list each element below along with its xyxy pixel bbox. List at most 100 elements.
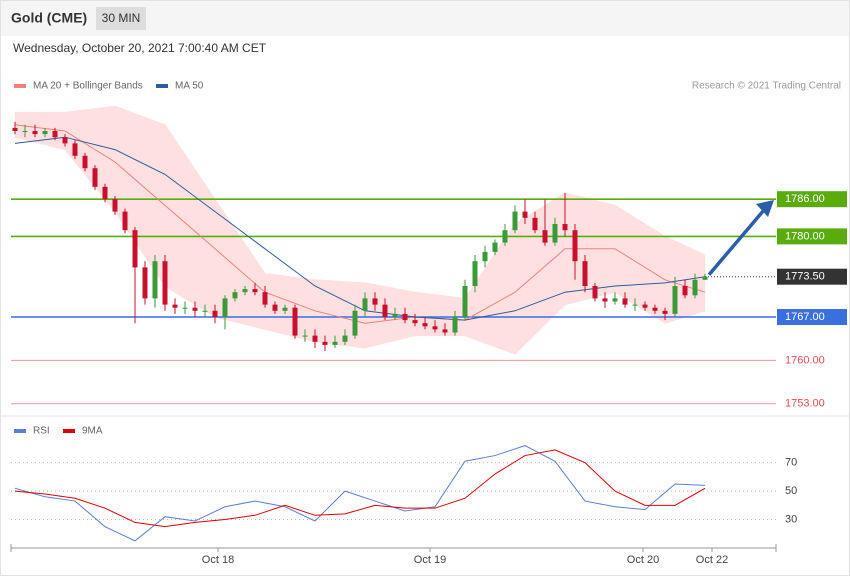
level-label: 1780.00 [785, 230, 825, 242]
x-tick-label: Oct 19 [414, 554, 446, 566]
candle-body [702, 276, 708, 280]
candle-body [662, 310, 668, 314]
y-tick-label: 30 [785, 513, 797, 525]
candle-body [412, 320, 418, 324]
moving-average [14, 124, 706, 324]
candle-body [222, 298, 228, 317]
candle-body [432, 326, 438, 330]
x-tick-label: Oct 22 [696, 554, 728, 566]
candle-body [22, 131, 28, 132]
candle-body [92, 168, 98, 187]
candle-body [202, 310, 208, 312]
rsi-line [14, 449, 706, 528]
candle-body [342, 335, 348, 342]
legend-label: MA 50 [175, 81, 204, 92]
level-label: 1753.00 [785, 398, 825, 410]
candle-body [32, 131, 38, 135]
candle-body [52, 131, 58, 138]
candle-body [102, 186, 108, 200]
level-label: 1786.00 [785, 193, 825, 205]
level-label: 1760.00 [785, 354, 825, 366]
candle-body [232, 292, 238, 299]
candle-body [482, 251, 488, 262]
candle-body [442, 329, 448, 333]
x-tick-label: Oct 18 [202, 554, 234, 566]
level-label: 1767.00 [785, 311, 825, 323]
legend-swatch [156, 84, 168, 88]
candle-body [172, 304, 178, 308]
legend-swatch [14, 429, 26, 433]
bollinger-upper [15, 105, 706, 299]
candle-body [472, 261, 478, 286]
candle-body [622, 298, 628, 305]
date: Wednesday, October 20, 2021 7:00:40 AM C… [13, 41, 267, 55]
legend-label: MA 20 + Bollinger Bands [33, 81, 143, 92]
candle-body [522, 211, 528, 218]
candle-body [652, 307, 658, 311]
level-box [777, 228, 847, 245]
candle-body [542, 230, 548, 243]
candle-body [332, 341, 338, 345]
candle-body [572, 230, 578, 262]
chart-title: Gold (CME) [11, 10, 87, 26]
candle-body [72, 143, 78, 156]
x-tick-label: Oct 20 [627, 554, 659, 566]
candle-body [282, 307, 288, 311]
candle-body [392, 313, 398, 317]
candle-body [262, 292, 268, 305]
candle-body [122, 211, 128, 231]
candle-body [142, 267, 148, 299]
candle-body [692, 279, 698, 296]
y-tick-label: 70 [785, 457, 797, 469]
candle-body [292, 307, 298, 336]
candle-body [602, 298, 608, 302]
candle-body [162, 261, 168, 305]
candle-body [62, 137, 68, 144]
interval-box[interactable] [96, 7, 146, 30]
legend-swatch [14, 84, 26, 88]
candle-body [422, 323, 428, 327]
candle-body [642, 304, 648, 308]
candle-body [302, 335, 308, 337]
candle-body [112, 199, 118, 212]
candle-body [192, 307, 198, 311]
candle-body [362, 298, 368, 311]
credit: Research © 2021 Trading Central [692, 81, 841, 92]
candle-body [132, 230, 138, 268]
y-tick-label: 50 [785, 485, 797, 497]
candle-body [402, 313, 408, 321]
candle-body [452, 317, 458, 333]
candle-body [212, 310, 218, 317]
candle-body [532, 217, 538, 231]
candle-body [242, 289, 248, 293]
candle-body [682, 286, 688, 296]
candle-body [592, 286, 598, 299]
forecast-arrowhead [756, 200, 774, 217]
candle-body [372, 298, 378, 305]
candle-body [462, 286, 468, 317]
candle-body [512, 211, 518, 231]
legend-label: RSI [33, 426, 50, 437]
level-box [777, 309, 847, 325]
candle-body [182, 307, 188, 309]
legend-swatch [63, 429, 75, 433]
candle-body [562, 224, 568, 231]
candle-body [502, 230, 508, 243]
candle-body [352, 310, 358, 336]
level-box [777, 191, 847, 208]
last-price-box [777, 268, 847, 285]
candle-body [632, 304, 638, 306]
candle-body [82, 155, 88, 169]
candle-body [672, 286, 678, 314]
candle-body [152, 261, 158, 299]
candle-body [272, 304, 278, 311]
candle-body [582, 261, 588, 286]
candle-body [42, 131, 48, 135]
last-price-label: 1773.50 [785, 271, 825, 283]
candle-body [552, 224, 558, 243]
interval[interactable]: 30 MIN [102, 11, 141, 25]
candle-body [12, 127, 18, 131]
candle-body [382, 304, 388, 317]
